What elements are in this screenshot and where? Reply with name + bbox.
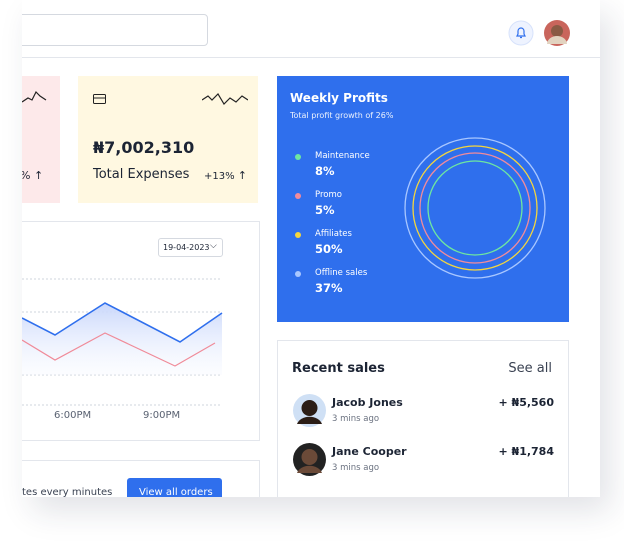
customer-name: Jacob Jones [332, 396, 403, 409]
user-avatar[interactable] [544, 20, 570, 46]
card-title: Recent sales [292, 361, 385, 376]
customer-avatar [293, 443, 326, 476]
legend-value: 50% [315, 242, 343, 256]
sale-time: 3 mins ago [332, 414, 380, 424]
donut-rings [404, 137, 546, 279]
dropdown-icon: ⌵ [210, 241, 217, 251]
legend-item: Maintenance 8% [295, 151, 395, 183]
header-divider [22, 57, 600, 58]
button-text: View all orders [139, 487, 213, 497]
weekly-profits-card: Weekly Profits Total profit growth of 26… [277, 76, 569, 322]
legend-label: Offline sales [315, 268, 368, 278]
stat-label: Total Expenses [93, 167, 190, 182]
x-label: 9:00PM [143, 410, 181, 421]
legend-item: Promo 5% [295, 190, 395, 222]
date-picker[interactable]: 19-04-2023 ⌵ [158, 238, 223, 257]
card-subtitle: Total profit growth of 26% [290, 111, 394, 120]
legend-dot [295, 232, 301, 238]
card-icon [93, 94, 106, 104]
stat-card [78, 76, 258, 203]
sale-amount: + ₦5,560 [498, 396, 555, 409]
search-input[interactable] [22, 14, 208, 46]
legend-label: Maintenance [315, 151, 370, 161]
stat-change: +13% ↑ [204, 169, 248, 182]
legend-dot [295, 271, 301, 277]
notification-button[interactable] [508, 20, 534, 46]
line [22, 332, 216, 367]
x-label: 6:00PM [54, 410, 92, 421]
date-text: 19-04-2023 [163, 243, 210, 252]
legend-label: Affiliates [315, 229, 352, 239]
card-title: Weekly Profits [290, 91, 388, 105]
legend-item: Affiliates 50% [295, 229, 395, 261]
legend-dot [295, 193, 301, 199]
legend-dot [295, 154, 301, 160]
customer-avatar [293, 394, 326, 427]
sale-time: 3 mins ago [332, 463, 380, 473]
orders-note: tes every minutes [22, 487, 113, 497]
stat-change: % ↑ [22, 169, 43, 182]
sparkline [22, 90, 47, 103]
area [22, 303, 222, 375]
legend-value: 5% [315, 203, 335, 217]
sparkline [202, 93, 248, 105]
change-text: % [22, 169, 30, 182]
view-orders-button[interactable]: View all orders [127, 478, 222, 497]
sale-amount: + ₦1,784 [498, 445, 555, 458]
sale-row[interactable]: Jane Cooper 3 mins ago + ₦1,784 [278, 442, 568, 478]
legend-label: Promo [315, 190, 342, 200]
sale-row[interactable]: Jacob Jones 3 mins ago + ₦5,560 [278, 393, 568, 429]
customer-name: Jane Cooper [332, 445, 407, 458]
legend-value: 8% [315, 164, 335, 178]
legend-item: Offline sales 37% [295, 268, 395, 300]
change-text: +13% [204, 171, 235, 182]
stat-amount: ₦7,002,310 [93, 138, 195, 157]
line [22, 302, 223, 343]
recent-sales-card: Recent sales See all Jacob Jones 3 mins … [277, 340, 569, 497]
see-all-link[interactable]: See all [508, 361, 552, 376]
dashboard: % ↑ ₦7,002,310 Total Expenses +13% ↑ 19-… [22, 0, 600, 497]
legend-value: 37% [315, 281, 343, 295]
line-chart [22, 278, 223, 406]
